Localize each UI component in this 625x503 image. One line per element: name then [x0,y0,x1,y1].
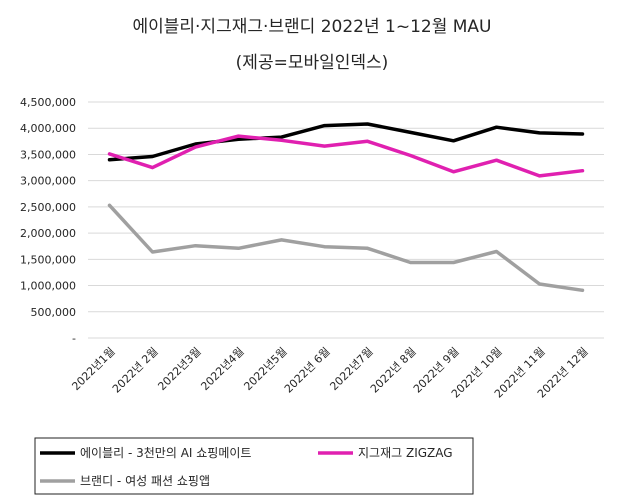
x-tick-label: 2022년4월 [198,345,246,393]
series-line-2 [107,203,585,293]
legend-label-1: 지그재그 ZIGZAG [358,446,453,460]
y-tick-label: 4,000,000 [20,122,76,135]
data-point [323,144,326,148]
x-tick-label: 2022년 2월 [110,345,161,396]
data-point [452,170,455,174]
data-point [581,288,584,292]
data-point [151,155,154,159]
y-tick-label: 1,000,000 [20,280,76,293]
data-point [108,203,111,207]
legend-label-0: 에이블리 - 3천만의 AI 쇼핑메이트 [80,445,251,460]
data-point [280,238,283,242]
data-point [151,250,154,254]
data-point [366,246,369,250]
data-point [495,249,498,253]
data-point [323,245,326,249]
data-point [495,125,498,129]
data-point [452,260,455,264]
y-tick-label: - [72,332,76,345]
data-point [366,139,369,143]
data-point [194,142,197,146]
x-tick-label: 2022년3월 [155,345,203,393]
legend-box [34,437,474,495]
data-point [409,153,412,157]
y-tick-label: 3,000,000 [20,175,76,188]
chart-title: 에이블리·지그재그·브랜디 2022년 1~12월 MAU [132,17,491,37]
legend: 에이블리 - 3천만의 AI 쇼핑메이트 지그재그 ZIGZAG 브랜디 - 여성 … [34,437,474,495]
data-point [323,124,326,128]
data-point [194,244,197,248]
x-tick-label: 2022년 8월 [368,345,419,396]
x-tick-label: 2022년 6월 [282,345,333,396]
data-point [581,169,584,173]
data-point [495,158,498,162]
data-point [237,134,240,138]
data-point [538,131,541,135]
y-tick-label: 2,500,000 [20,201,76,214]
data-point [237,246,240,250]
data-point [108,158,111,162]
data-point [538,174,541,178]
y-tick-label: 1,500,000 [20,253,76,266]
legend-label-2: 브랜디 - 여성 패션 쇼핑앱 [80,474,210,488]
data-point [366,122,369,126]
y-tick-label: 2,000,000 [20,227,76,240]
data-point [409,260,412,264]
series-lines [107,122,585,293]
y-axis-ticks: 4,500,000 4,000,000 3,500,000 3,000,000 2,50… [20,96,76,345]
data-point [538,282,541,286]
data-point [452,139,455,143]
data-point [280,138,283,142]
y-tick-label: 500,000 [31,306,77,319]
series-line-1 [107,134,585,178]
data-point [151,166,154,170]
data-point [194,145,197,149]
series-line-0 [107,122,585,162]
data-point [108,152,111,156]
gridlines [88,101,604,339]
chart-subtitle: (제공=모바일인덱스) [236,53,389,73]
data-point [409,130,412,134]
data-point [237,137,240,141]
data-point [280,135,283,139]
data-point [581,132,584,136]
y-tick-label: 4,500,000 [20,96,76,109]
y-tick-label: 3,500,000 [20,148,76,161]
